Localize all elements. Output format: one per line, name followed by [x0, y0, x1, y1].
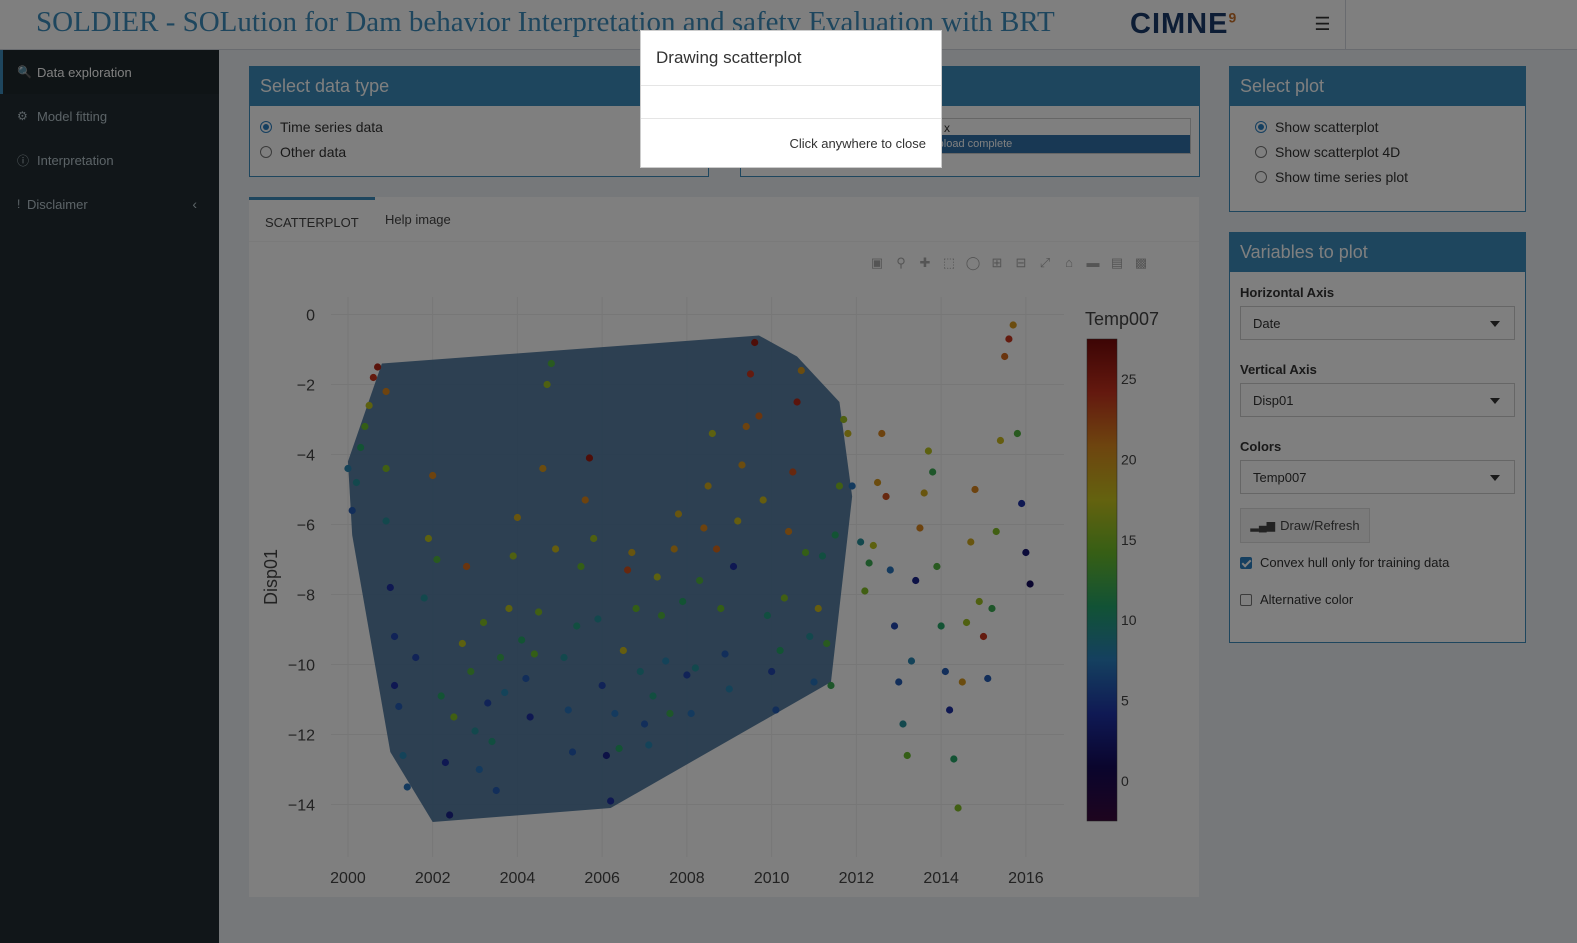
modal-body — [641, 86, 941, 119]
modal-title: Drawing scatterplot — [641, 31, 941, 86]
modal-dialog: Drawing scatterplot Click anywhere to cl… — [640, 30, 942, 168]
modal-close-hint[interactable]: Click anywhere to close — [789, 136, 926, 151]
